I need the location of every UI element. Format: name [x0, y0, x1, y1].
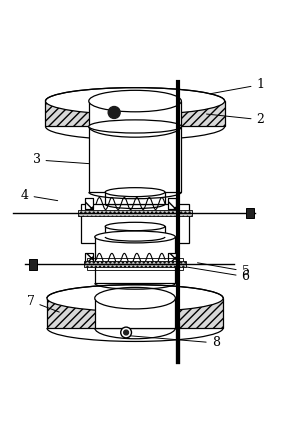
Bar	[47, 298, 223, 328]
Bar	[168, 254, 176, 266]
Ellipse shape	[95, 287, 176, 309]
Bar	[78, 210, 192, 216]
Bar	[105, 192, 165, 204]
Ellipse shape	[46, 87, 225, 115]
Circle shape	[124, 330, 128, 335]
Bar	[46, 101, 225, 127]
Bar	[105, 226, 165, 237]
Text: 7: 7	[27, 295, 59, 312]
Text: 2: 2	[206, 113, 264, 126]
Bar	[168, 254, 176, 266]
Bar	[89, 127, 182, 192]
Bar	[85, 254, 93, 266]
Bar	[85, 198, 93, 210]
Bar	[168, 198, 176, 210]
Ellipse shape	[89, 120, 182, 133]
Text: 8: 8	[129, 336, 220, 349]
Text: 1: 1	[181, 78, 265, 99]
Text: 3: 3	[32, 153, 117, 166]
Bar	[85, 198, 93, 210]
Bar	[29, 259, 37, 270]
Bar	[87, 258, 183, 270]
Bar	[168, 198, 176, 210]
Circle shape	[121, 327, 131, 338]
Ellipse shape	[95, 231, 176, 243]
Circle shape	[108, 107, 120, 119]
Bar	[246, 208, 254, 218]
Ellipse shape	[89, 90, 182, 112]
Bar	[84, 262, 186, 267]
Text: 6: 6	[175, 265, 250, 283]
Text: 5: 5	[197, 263, 250, 278]
Text: 4: 4	[21, 189, 58, 202]
Ellipse shape	[105, 222, 165, 231]
Ellipse shape	[105, 188, 165, 197]
Bar	[85, 254, 93, 266]
Bar	[95, 237, 176, 283]
Bar	[95, 298, 176, 328]
Bar	[81, 204, 189, 243]
Bar	[89, 101, 182, 127]
Ellipse shape	[47, 285, 223, 312]
